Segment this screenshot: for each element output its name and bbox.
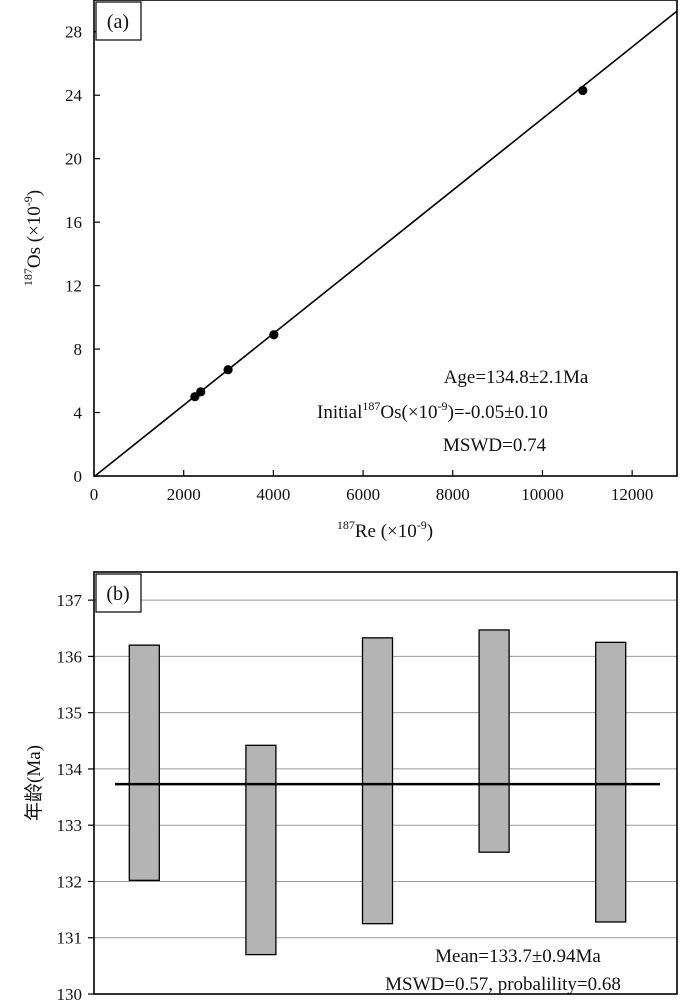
initial-exp: -9: [438, 399, 448, 413]
panel-b-frame: [93, 571, 678, 995]
mswd-annotation-b: MSWD=0.57, probalility=0.68: [385, 974, 621, 995]
y-tick-label-b: 131: [57, 929, 83, 948]
x-tick-label: 10000: [521, 485, 564, 504]
x-label-sup: 187: [337, 518, 355, 532]
x-tick-label: 4000: [256, 485, 290, 504]
age-error-box: [361, 637, 394, 925]
y-tick-label: 4: [74, 404, 83, 423]
y-label-close: ): [24, 190, 45, 196]
y-axis-label-b: 年龄(Ma): [23, 745, 45, 821]
y-tick-label-b: 130: [57, 985, 83, 1004]
x-label-exp: -9: [417, 518, 427, 532]
panel-a-frame: [93, 0, 678, 477]
panel-a-label: (a): [107, 11, 129, 33]
data-point: [223, 365, 233, 375]
initial-suffix: )=-0.05±0.10: [448, 402, 548, 423]
x-tick-label: 2000: [167, 485, 201, 504]
initial-sup: 187: [362, 399, 380, 413]
y-tick-label: 16: [65, 213, 82, 232]
x-axis-label: 187Re (×10-9): [337, 518, 433, 542]
age-error-box: [478, 629, 510, 853]
initial-os-annotation: Initial187Os(×10-9)=-0.05±0.10: [317, 399, 548, 423]
data-point: [578, 85, 588, 96]
y-tick-label-b: 133: [57, 816, 83, 835]
y-label-base: Os (×10: [24, 206, 45, 268]
y-tick-label: 24: [65, 86, 83, 105]
x-tick-label: 0: [90, 485, 99, 504]
panel-b-label-box: [95, 573, 142, 613]
x-tick-label: 12000: [611, 485, 654, 504]
y-tick-label-b: 136: [57, 647, 83, 666]
data-point: [196, 387, 206, 397]
y-tick-label: 8: [74, 340, 83, 359]
y-tick-label: 20: [65, 150, 82, 169]
x-label-close: ): [427, 521, 433, 542]
x-tick-label: 6000: [346, 485, 380, 504]
mean-annotation: Mean=133.7±0.94Ma: [435, 946, 601, 967]
panel-a-label-box: [95, 1, 142, 41]
age-error-box: [128, 644, 160, 881]
panel-a-isochron: 0 2000 4000 6000 8000 10000 12000 0 4 8 12 16 20 24 28…: [21, 0, 678, 542]
y-label-exp: -9: [21, 196, 35, 206]
age-error-box: [245, 744, 277, 956]
panel-b-label: (b): [106, 583, 129, 605]
y-label-sup: 187: [21, 268, 35, 286]
panel-b-weighted-mean: 130 131 132 133 134 135 136 137 (b) Mean=133.7±…: [23, 571, 678, 1004]
mswd-annotation-a: MSWD=0.74: [443, 435, 547, 456]
y-tick-label-b: 135: [57, 704, 83, 723]
y-tick-label: 12: [65, 277, 82, 296]
initial-mid: Os(×10: [380, 402, 437, 423]
x-label-base: Re (×10: [355, 521, 417, 542]
data-point: [269, 330, 279, 340]
y-tick-label: 0: [74, 467, 83, 486]
y-tick-label-b: 137: [57, 591, 83, 610]
age-annotation: Age=134.8±2.1Ma: [444, 367, 589, 388]
y-tick-label: 28: [65, 23, 82, 42]
age-error-box: [595, 641, 627, 923]
y-tick-label-b: 132: [57, 872, 83, 891]
x-tick-label: 8000: [436, 485, 470, 504]
y-axis-label: 187Os (×10-9): [21, 190, 45, 286]
y-tick-label-b: 134: [57, 760, 83, 779]
initial-prefix: Initial: [317, 402, 362, 423]
